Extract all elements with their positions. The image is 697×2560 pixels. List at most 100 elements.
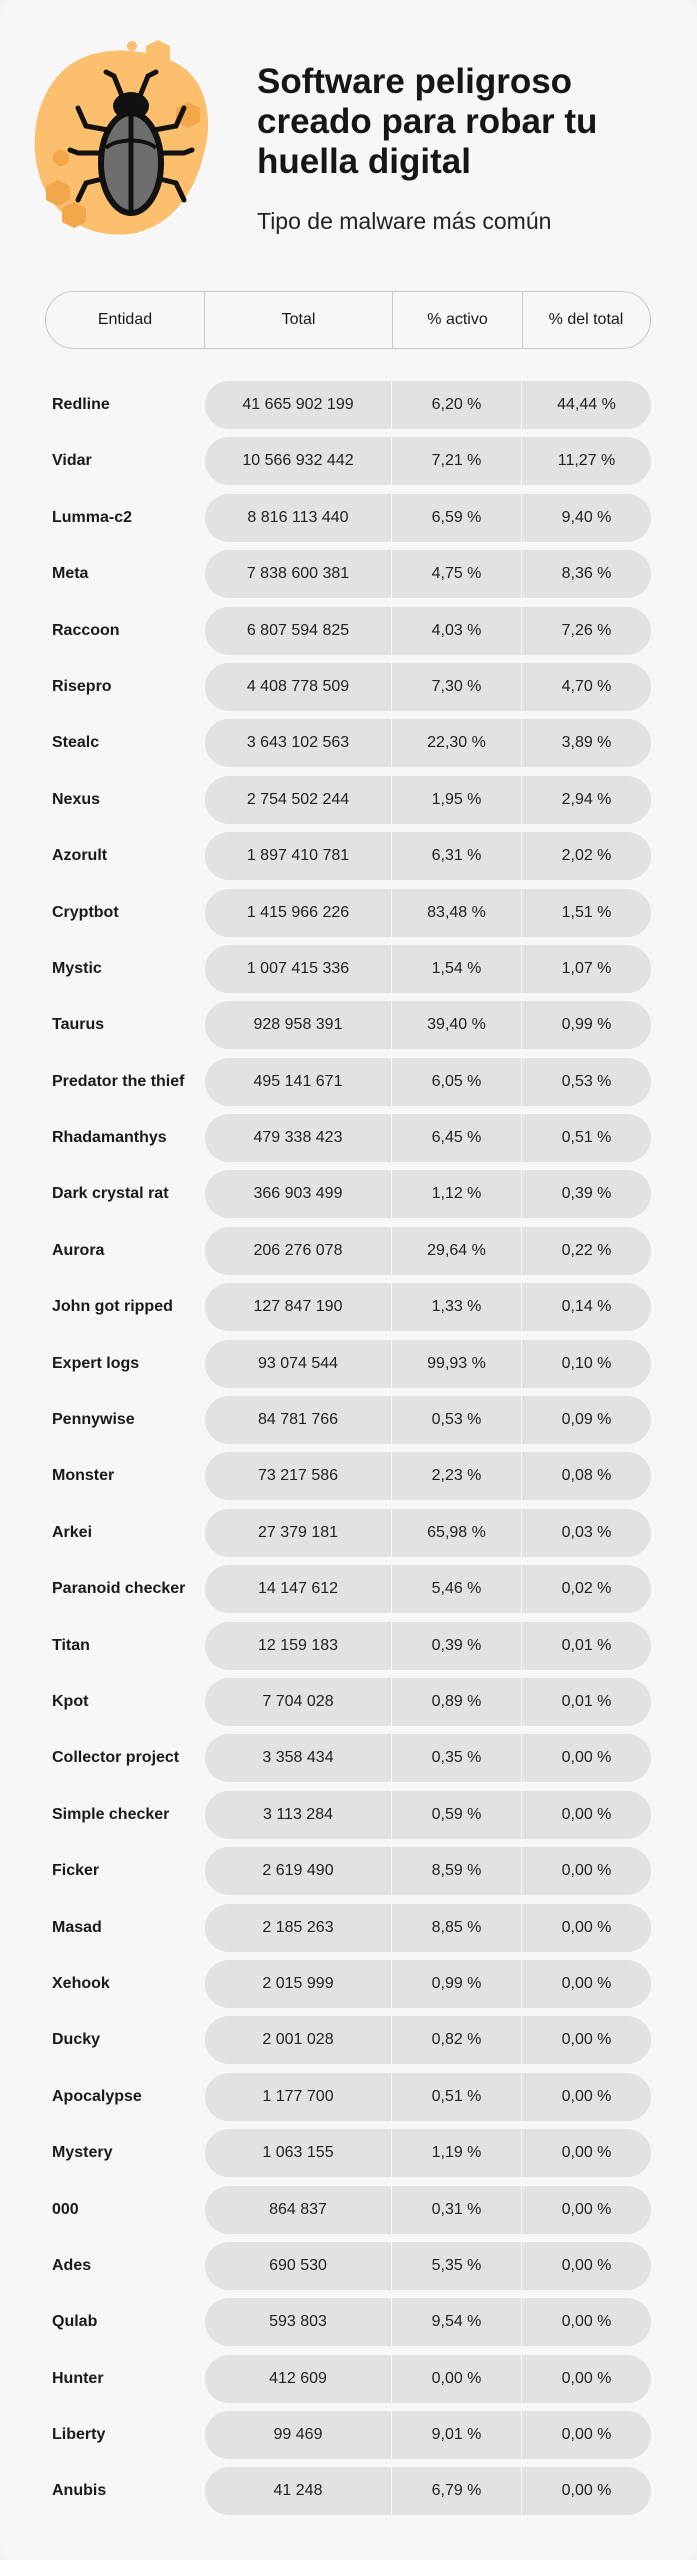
table-row: Liberty 99 469 9,01 % 0,00 %: [0, 2411, 697, 2460]
row-values: 206 276 078 29,64 % 0,22 %: [205, 1226, 651, 1275]
entity-name: Aurora: [52, 1241, 105, 1259]
total-value: 10 566 932 442: [242, 452, 354, 470]
share-percent: 0,00 %: [521, 2129, 651, 2178]
share-percent: 0,00 %: [521, 2072, 651, 2121]
column-header-total: Total: [204, 292, 392, 348]
table-row: Stealc 3 643 102 563 22,30 % 3,89 %: [0, 719, 697, 768]
share-percent: 0,00 %: [521, 1734, 651, 1783]
entity-name: Simple checker: [52, 1805, 170, 1823]
entity-name: Masad: [52, 1918, 102, 1936]
share-percent: 4,70 %: [521, 662, 651, 711]
header: Software peligroso creado para robar tu …: [0, 0, 697, 260]
active-percent: 7,30 %: [391, 662, 521, 711]
table-row: Arkei 27 379 181 65,98 % 0,03 %: [0, 1508, 697, 1557]
table-row: Masad 2 185 263 8,85 % 0,00 %: [0, 1903, 697, 1952]
total-value: 2 754 502 244: [246, 790, 350, 808]
entity-name: Mystic: [52, 959, 102, 977]
active-percent: 1,95 %: [391, 775, 521, 824]
table-row: Predator the thief 495 141 671 6,05 % 0,53 …: [0, 1057, 697, 1106]
active-percent: 22,30 %: [391, 719, 521, 768]
active-percent: 5,46 %: [391, 1565, 521, 1614]
table-header: Entidad Total % activo % del total: [45, 291, 651, 349]
entity-name: Raccoon: [52, 621, 120, 639]
row-values: 3 113 284 0,59 % 0,00 %: [205, 1790, 651, 1839]
table-row: Cryptbot 1 415 966 226 83,48 % 1,51 %: [0, 888, 697, 937]
row-values: 2 754 502 244 1,95 % 2,94 %: [205, 775, 651, 824]
active-percent: 0,82 %: [391, 2016, 521, 2065]
row-values: 41 665 902 199 6,20 % 44,44 %: [205, 381, 651, 429]
total-value: 4 408 778 509: [246, 677, 350, 695]
entity-name: Taurus: [52, 1016, 105, 1034]
entity-name: Nexus: [52, 790, 101, 808]
share-percent: 0,00 %: [521, 2354, 651, 2403]
row-values: 366 903 499 1,12 % 0,39 %: [205, 1170, 651, 1219]
entity-name: Ades: [52, 2256, 92, 2274]
bug-icon: [34, 40, 209, 235]
share-percent: 0,51 %: [521, 1114, 651, 1163]
row-values: 3 358 434 0,35 % 0,00 %: [205, 1734, 651, 1783]
total-value: 3 358 434: [262, 1749, 334, 1767]
active-percent: 0,31 %: [391, 2185, 521, 2234]
table-row: Anubis 41 248 6,79 % 0,00 %: [0, 2467, 697, 2516]
share-percent: 0,00 %: [521, 1959, 651, 2008]
entity-name: Azorult: [52, 847, 108, 865]
row-values: 6 807 594 825 4,03 % 7,26 %: [205, 606, 651, 655]
active-percent: 83,48 %: [391, 888, 521, 937]
share-percent: 11,27 %: [521, 437, 651, 486]
share-percent: 0,00 %: [521, 2298, 651, 2347]
active-percent: 4,75 %: [391, 550, 521, 599]
entity-name: Mystery: [52, 2144, 113, 2162]
share-percent: 0,00 %: [521, 2016, 651, 2065]
row-values: 1 415 966 226 83,48 % 1,51 %: [205, 888, 651, 937]
total-value: 7 704 028: [262, 1692, 334, 1710]
share-percent: 2,94 %: [521, 775, 651, 824]
entity-name: Ducky: [52, 2031, 101, 2049]
row-values: 1 007 415 336 1,54 % 1,07 %: [205, 944, 651, 993]
entity-name: Anubis: [52, 2482, 107, 2500]
table-row: Xehook 2 015 999 0,99 % 0,00 %: [0, 1959, 697, 2008]
entity-name: Xehook: [52, 1974, 110, 1992]
total-value: 1 063 155: [262, 2144, 334, 2162]
entity-name: Redline: [52, 396, 110, 413]
active-percent: 6,31 %: [391, 832, 521, 881]
entity-name: Rhadamanthys: [52, 1129, 167, 1147]
entity-name: Meta: [52, 565, 89, 583]
entity-name: Hunter: [52, 2369, 104, 2387]
row-values: 3 643 102 563 22,30 % 3,89 %: [205, 719, 651, 768]
total-value: 6 807 594 825: [246, 621, 350, 639]
row-values: 4 408 778 509 7,30 % 4,70 %: [205, 662, 651, 711]
total-value: 690 530: [269, 2256, 327, 2274]
table-row: Rhadamanthys 479 338 423 6,45 % 0,51 %: [0, 1114, 697, 1163]
column-header-active: % activo: [392, 292, 522, 348]
table-row: Collector project 3 358 434 0,35 % 0,00 %: [0, 1734, 697, 1783]
total-value: 2 001 028: [262, 2031, 334, 2049]
table-row: Monster 73 217 586 2,23 % 0,08 %: [0, 1452, 697, 1501]
entity-name: Expert logs: [52, 1354, 140, 1372]
table-row: Ducky 2 001 028 0,82 % 0,00 %: [0, 2016, 697, 2065]
active-percent: 0,00 %: [391, 2354, 521, 2403]
table-row: John got ripped 127 847 190 1,33 % 0,14 %: [0, 1283, 697, 1332]
share-percent: 0,01 %: [521, 1677, 651, 1726]
active-percent: 5,35 %: [391, 2241, 521, 2290]
active-percent: 7,21 %: [391, 437, 521, 486]
active-percent: 0,51 %: [391, 2072, 521, 2121]
active-percent: 9,01 %: [391, 2411, 521, 2460]
table-row: Ades 690 530 5,35 % 0,00 %: [0, 2241, 697, 2290]
total-value: 1 007 415 336: [246, 959, 350, 977]
table-row: Risepro 4 408 778 509 7,30 % 4,70 %: [0, 662, 697, 711]
active-percent: 8,85 %: [391, 1903, 521, 1952]
row-values: 14 147 612 5,46 % 0,02 %: [205, 1565, 651, 1614]
entity-name: Collector project: [52, 1749, 180, 1767]
total-value: 593 803: [269, 2313, 327, 2331]
active-percent: 0,53 %: [391, 1396, 521, 1445]
entity-name: Predator the thief: [52, 1072, 185, 1090]
share-percent: 0,08 %: [521, 1452, 651, 1501]
share-percent: 8,36 %: [521, 550, 651, 599]
active-percent: 4,03 %: [391, 606, 521, 655]
share-percent: 0,00 %: [521, 1903, 651, 1952]
total-value: 14 147 612: [257, 1580, 339, 1598]
total-value: 2 015 999: [262, 1974, 334, 1992]
row-values: 2 001 028 0,82 % 0,00 %: [205, 2016, 651, 2065]
entity-name: Titan: [52, 1636, 90, 1654]
